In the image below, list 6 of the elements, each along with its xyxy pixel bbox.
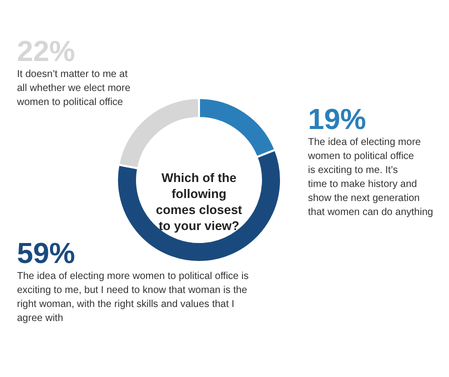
data-label: 19% [308, 104, 366, 136]
data-label: 59% [17, 238, 76, 270]
text: Which of the following comes closest to your view? [156, 171, 243, 233]
slice-label: It doesn’t matter to me at all whether we elect more women to political office [16, 69, 131, 108]
slice-label: The idea of electing more women to political office is exciting to me, but I need to know that woman is the right woman, with the right skills and values that I agree with [17, 271, 249, 324]
slice-label: The idea of electing more women to political office is exciting to me. It’s time to make history and show the next generation that women can do anything [307, 137, 434, 218]
